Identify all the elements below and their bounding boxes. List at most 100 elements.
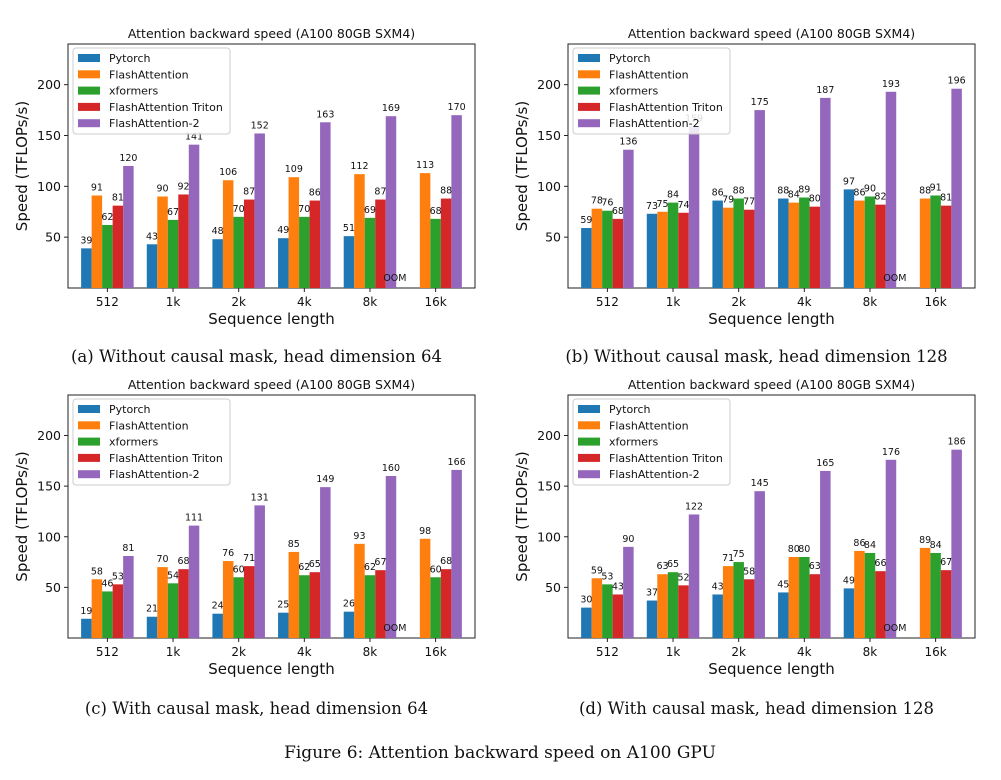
bar-value-label: 86 [853,188,865,199]
bar-value-label: 80 [798,544,810,555]
bar [102,591,113,638]
bar [299,216,310,288]
bar-value-label: 71 [722,553,734,564]
bar-value-label: 59 [580,215,592,226]
bar [646,600,658,638]
bar-value-label: 81 [940,193,952,204]
y-tick-label: 150 [537,128,561,143]
bar-value-label: 169 [382,103,400,114]
bar-value-label: 112 [350,161,368,172]
legend-swatch [578,86,600,95]
legend-swatch [578,421,600,430]
bar-value-label: 86 [712,188,724,199]
bar-value-label: 48 [212,226,224,237]
legend-label: FlashAttention-2 [109,468,200,481]
x-tick-label: 8k [363,295,378,309]
legend: Pytorch FlashAttention xformers FlashAttent… [72,47,231,135]
bar-value-label: 170 [448,102,466,113]
bar-value-label: 68 [177,556,189,567]
x-tick-label: 512 [596,295,619,309]
y-tick-label: 50 [45,230,61,245]
subfigure-caption: (a) Without causal mask, head dimension … [71,347,442,366]
bar [81,618,92,638]
bar-value-label: 62 [101,212,113,223]
bar [951,88,962,288]
bar-value-label: 59 [591,565,603,576]
y-axis-label: Speed (TFLOPs/s) [13,101,31,231]
bar [243,199,255,288]
bar [799,557,810,638]
bar-value-label: 75 [733,549,745,560]
bar [799,197,810,288]
bar-value-label: 91 [91,182,103,193]
y-tick-label: 150 [37,479,61,494]
legend-swatch [78,54,100,62]
x-tick-label: 8k [863,295,878,309]
x-tick-label: 4k [797,645,812,659]
bar [243,566,255,638]
bar-value-label: 62 [364,562,376,573]
bar [254,505,265,638]
legend-label: FlashAttention [109,68,189,81]
y-tick-label: 50 [45,580,61,595]
x-tick-label: 512 [96,295,119,309]
x-tick-label: 16k [425,645,447,659]
bar-value-label: 70 [156,554,168,565]
legend-box [72,398,231,486]
legend-swatch [78,470,100,479]
bar [722,566,734,638]
bar-value-label: 120 [119,153,137,164]
bar [930,552,941,638]
bar [419,173,431,288]
bar-value-label: 49 [277,225,289,236]
bar [343,611,355,638]
legend-swatch [578,437,600,446]
bar [919,547,931,638]
chart-panel-b: Attention backward speed (A100 80GB SXM4… [513,26,976,366]
x-tick-label: 1k [166,295,181,309]
bar-value-label: 67 [940,557,952,568]
legend-label: Pytorch [609,403,651,416]
bar [733,562,744,638]
bar [820,470,831,638]
bar [743,209,755,288]
legend-label: FlashAttention-2 [609,468,700,481]
bar-value-label: 62 [298,562,310,573]
bar-value-label: 52 [677,572,689,583]
bar-value-label: 26 [343,599,355,610]
bar-value-label: 78 [591,196,603,207]
bar-value-label: 43 [712,581,724,592]
y-tick-label: 100 [537,179,561,194]
bar-value-label: 49 [843,575,855,586]
bar-value-label: 106 [219,167,237,178]
legend-swatch [578,102,600,111]
legend-label: xformers [609,85,658,98]
bar [678,212,689,288]
bar-value-label: 19 [80,606,92,617]
bar [309,572,321,638]
bar [930,195,941,288]
bar [354,174,365,288]
bar-value-label: 89 [919,535,931,546]
bar [688,514,700,638]
bar-value-label: 88 [919,186,931,197]
bar-value-label: 75 [656,199,668,210]
subfigure-caption: (d) With causal mask, head dimension 128 [579,699,934,718]
bar [320,487,331,638]
plot-area-frame [67,43,476,289]
bar-value-label: 58 [91,566,103,577]
bar-value-label: 187 [816,85,834,96]
y-axis-label: Speed (TFLOPs/s) [513,451,531,581]
legend-box [72,47,231,135]
bar [623,546,634,638]
bar [885,91,897,289]
bar [743,579,755,638]
bar-value-label: 131 [251,492,269,503]
bar [809,206,821,288]
bar [940,570,952,638]
legend-label: FlashAttention-2 [109,117,200,130]
legend-label: xformers [609,436,658,449]
bar [678,585,689,638]
bar [419,538,431,638]
legend-swatch [578,470,600,479]
